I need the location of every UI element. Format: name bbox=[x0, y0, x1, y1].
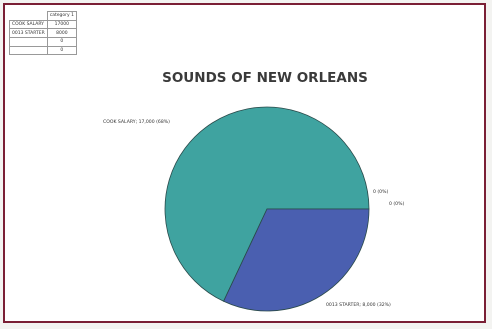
slice-data-label: COOK SALARY; 17,000 (68%) bbox=[103, 119, 170, 125]
chart-sheet: category 1 COOK SALARY 17000 0013 STARTE… bbox=[3, 3, 486, 323]
table-row-value: 0 bbox=[46, 45, 77, 56]
slice-data-label: 0 (0%) bbox=[389, 201, 404, 207]
slice-data-label: 0013 STARTER; 8,000 (32%) bbox=[326, 302, 391, 308]
table-row: 0 bbox=[9, 45, 77, 56]
data-table: category 1 COOK SALARY 17000 0013 STARTE… bbox=[9, 11, 77, 56]
pie-slice bbox=[164, 106, 370, 302]
pie-chart: SOUNDS OF NEW ORLEANS COOK SALARY; 17,00… bbox=[103, 70, 404, 312]
pie-slice bbox=[223, 208, 370, 312]
slice-data-label: 0 (0%) bbox=[373, 189, 388, 195]
chart-title: SOUNDS OF NEW ORLEANS bbox=[162, 70, 368, 86]
